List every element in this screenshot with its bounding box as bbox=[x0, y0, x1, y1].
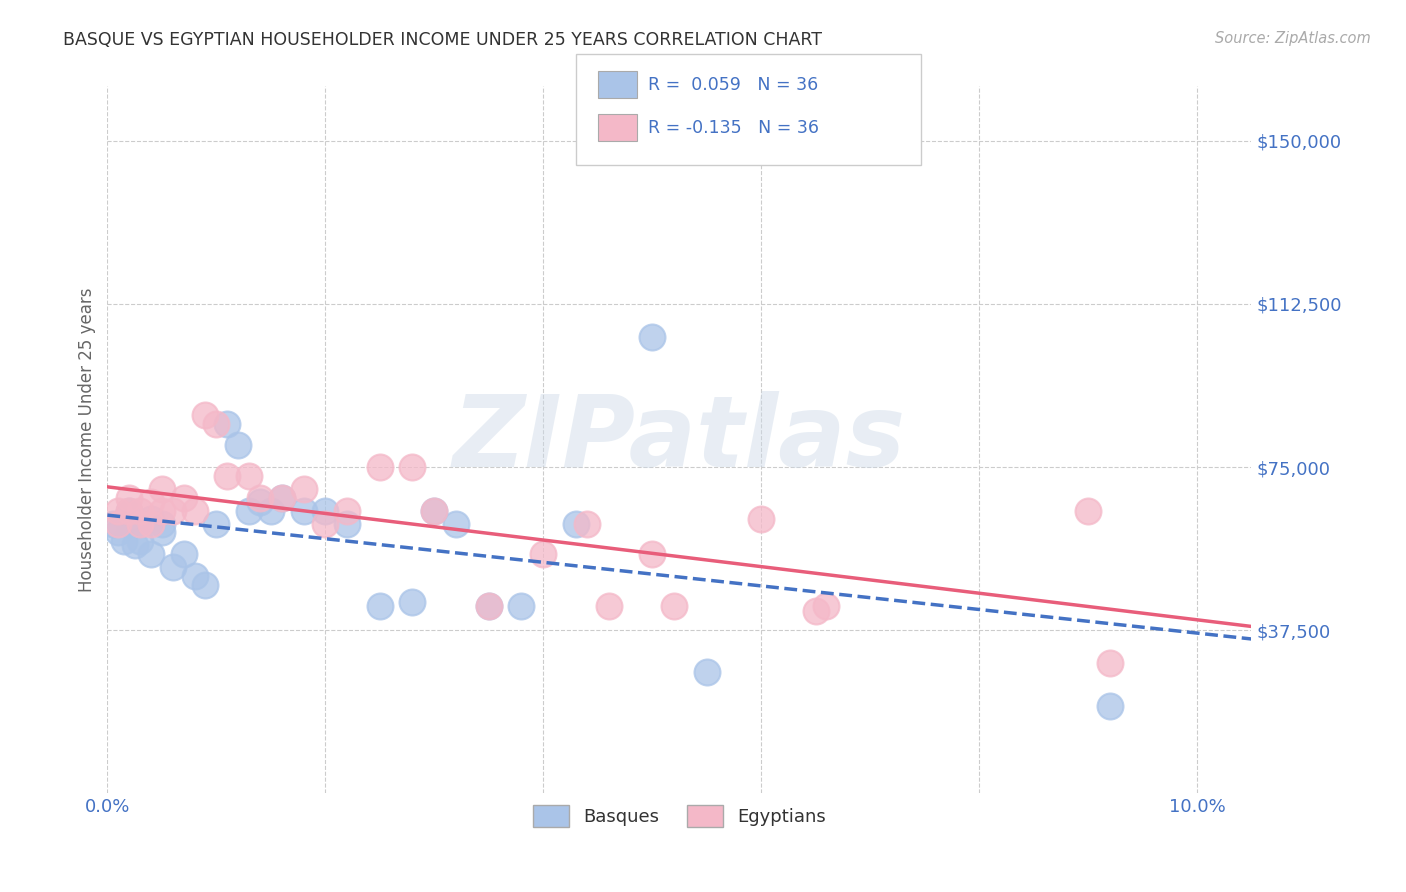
Point bbox=[162, 503, 184, 517]
Point bbox=[260, 503, 283, 517]
Point bbox=[129, 516, 152, 531]
Point bbox=[139, 512, 162, 526]
Point bbox=[226, 438, 249, 452]
Point bbox=[478, 599, 501, 614]
Point bbox=[194, 577, 217, 591]
Point bbox=[401, 460, 423, 475]
Point bbox=[173, 547, 195, 561]
Point bbox=[107, 503, 129, 517]
Point bbox=[368, 599, 391, 614]
Text: Source: ZipAtlas.com: Source: ZipAtlas.com bbox=[1215, 31, 1371, 46]
Point bbox=[401, 595, 423, 609]
Point bbox=[815, 599, 838, 614]
Point bbox=[150, 525, 173, 540]
Point bbox=[205, 516, 228, 531]
Point bbox=[565, 516, 588, 531]
Point bbox=[641, 547, 664, 561]
Point bbox=[129, 534, 152, 549]
Point bbox=[292, 482, 315, 496]
Point bbox=[205, 417, 228, 431]
Point bbox=[118, 503, 141, 517]
Point bbox=[150, 482, 173, 496]
Point bbox=[368, 460, 391, 475]
Point bbox=[101, 516, 124, 531]
Point bbox=[249, 495, 271, 509]
Point bbox=[336, 503, 359, 517]
Point bbox=[183, 569, 205, 583]
Point bbox=[107, 525, 129, 540]
Point bbox=[139, 495, 162, 509]
Point bbox=[139, 547, 162, 561]
Text: ZIPatlas: ZIPatlas bbox=[453, 392, 905, 488]
Point bbox=[531, 547, 554, 561]
Point bbox=[124, 538, 146, 552]
Point bbox=[804, 604, 827, 618]
Text: R =  0.059   N = 36: R = 0.059 N = 36 bbox=[648, 76, 818, 94]
Point bbox=[1077, 503, 1099, 517]
Point bbox=[162, 560, 184, 574]
Point bbox=[662, 599, 685, 614]
Legend: Basques, Egyptians: Basques, Egyptians bbox=[526, 797, 834, 834]
Point bbox=[1098, 656, 1121, 670]
Point bbox=[118, 516, 141, 531]
Text: R = -0.135   N = 36: R = -0.135 N = 36 bbox=[648, 119, 820, 136]
Point bbox=[641, 329, 664, 343]
Point bbox=[118, 503, 141, 517]
Point bbox=[238, 503, 260, 517]
Point bbox=[217, 417, 239, 431]
Point bbox=[598, 599, 620, 614]
Point bbox=[217, 468, 239, 483]
Point bbox=[336, 516, 359, 531]
Point bbox=[183, 503, 205, 517]
Text: BASQUE VS EGYPTIAN HOUSEHOLDER INCOME UNDER 25 YEARS CORRELATION CHART: BASQUE VS EGYPTIAN HOUSEHOLDER INCOME UN… bbox=[63, 31, 823, 49]
Point bbox=[150, 516, 173, 531]
Point bbox=[129, 516, 152, 531]
Point bbox=[107, 516, 129, 531]
Y-axis label: Householder Income Under 25 years: Householder Income Under 25 years bbox=[79, 287, 96, 592]
Point bbox=[129, 503, 152, 517]
Point bbox=[423, 503, 446, 517]
Point bbox=[696, 665, 718, 679]
Point bbox=[423, 503, 446, 517]
Point bbox=[314, 516, 336, 531]
Point bbox=[118, 491, 141, 505]
Point bbox=[1098, 699, 1121, 714]
Point bbox=[150, 503, 173, 517]
Point bbox=[510, 599, 533, 614]
Point bbox=[444, 516, 467, 531]
Point bbox=[173, 491, 195, 505]
Point bbox=[139, 516, 162, 531]
Point bbox=[270, 491, 292, 505]
Point bbox=[270, 491, 292, 505]
Point bbox=[314, 503, 336, 517]
Point bbox=[575, 516, 598, 531]
Point bbox=[194, 408, 217, 422]
Point bbox=[749, 512, 772, 526]
Point bbox=[249, 491, 271, 505]
Point bbox=[292, 503, 315, 517]
Point bbox=[238, 468, 260, 483]
Point bbox=[478, 599, 501, 614]
Point bbox=[112, 534, 135, 549]
